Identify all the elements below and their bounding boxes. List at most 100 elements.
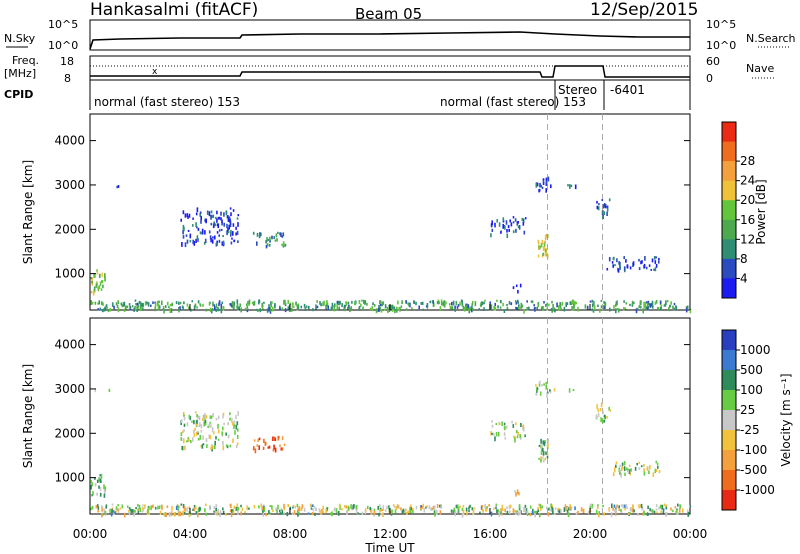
power-echo-cell — [491, 220, 493, 226]
power-echo-cell — [649, 303, 652, 308]
power-echo-cell — [669, 304, 671, 308]
velocity-echo-cell — [622, 504, 625, 509]
power-echo-cell — [544, 248, 547, 253]
velocity-echo-cell — [406, 511, 408, 515]
power-echo-cell — [211, 308, 213, 314]
velocity-echo-cell — [615, 508, 617, 513]
velocity-echo-cell — [624, 472, 626, 476]
velocity-echo-cell — [274, 437, 277, 441]
velocity-echo-cell — [394, 506, 396, 509]
velocity-echo-cell — [615, 464, 617, 468]
velocity-echo-cell — [539, 503, 542, 509]
velocity-echo-cell — [182, 512, 184, 516]
velocity-echo-cell — [214, 444, 216, 450]
velocity-echo-cell — [268, 509, 270, 515]
power-echo-cell — [247, 300, 249, 305]
velocity-echo-cell — [215, 504, 218, 508]
velocity-echo-cell — [312, 504, 314, 507]
power-echo-cell — [100, 288, 103, 291]
power-echo-cell — [517, 225, 520, 228]
velocity-echo-cell — [95, 505, 98, 509]
nave-tick-bottom: 0 — [706, 72, 713, 85]
power-echo-cell — [454, 308, 456, 312]
power-echo-cell — [640, 260, 642, 265]
power-echo-cell — [197, 300, 200, 304]
velocity-echo-cell — [567, 512, 570, 517]
velocity-echo-cell — [211, 444, 213, 447]
velocity-echo-cell — [277, 435, 280, 441]
power-echo-cell — [528, 306, 530, 310]
nsky-panel: N.Sky 10^5 10^0 10^5 10^0 N.Search — [4, 18, 796, 52]
velocity-echo-cell — [616, 504, 618, 508]
power-echo-cell — [573, 304, 575, 309]
power-echo-cell — [178, 307, 180, 313]
velocity-echo-cell — [662, 508, 665, 512]
power-echo-cell — [536, 182, 539, 187]
velocity-echo-cell — [232, 438, 234, 443]
velocity-echo-cell — [272, 448, 275, 452]
power-echo-cell — [554, 308, 556, 313]
velocity-echo-cell — [569, 506, 572, 510]
velocity-echo-cell — [439, 510, 442, 515]
velocity-echo-cell — [534, 513, 536, 518]
velocity-echo-cell — [518, 491, 520, 496]
velocity-echo-cell — [544, 457, 546, 461]
velocity-echo-cell — [283, 512, 285, 515]
velocity-echo-cell — [480, 505, 483, 510]
power-echo-cell — [220, 211, 222, 216]
velocity-echo-cell — [330, 512, 332, 516]
power-echo-cell — [209, 235, 212, 240]
velocity-echo-cell — [643, 468, 645, 472]
velocity-echo-cell — [536, 510, 538, 514]
power-echo-cell — [388, 308, 391, 312]
power-echo-cell — [214, 235, 216, 240]
power-echo-cell — [284, 243, 287, 247]
velocity-echo-cell — [335, 508, 338, 514]
velocity-echo-cell — [623, 504, 626, 508]
velocity-echo-cell — [183, 446, 185, 451]
velocity-echo-cell — [506, 510, 509, 515]
velocity-echo-cell — [481, 505, 484, 508]
power-echo-cell — [648, 264, 651, 267]
power-echo-cell — [150, 304, 152, 307]
velocity-echo-cell — [468, 506, 470, 510]
velocity-echo-cell — [192, 508, 194, 511]
power-echo-cell — [643, 263, 646, 269]
velocity-echo-cell — [614, 509, 616, 513]
velocity-echo-cell — [90, 507, 92, 511]
velocity-echo-cell — [373, 510, 376, 515]
power-echo-cell — [194, 303, 197, 308]
velocity-echo-cell — [407, 510, 409, 514]
velocity-echo-cell — [545, 384, 547, 390]
power-echo-cell — [665, 300, 667, 305]
power-echo-cell — [546, 234, 549, 238]
velocity-echo-cell — [524, 504, 527, 508]
power-echo-cell — [667, 300, 669, 303]
velocity-echo-cell — [565, 506, 567, 511]
power-echo-cell — [515, 228, 517, 233]
velocity-echo-cell — [112, 510, 114, 513]
velocity-echo-cell — [649, 465, 651, 470]
velocity-echo-cell — [193, 507, 196, 512]
power-echo-cell — [246, 303, 248, 306]
power-echo-cell — [379, 306, 381, 312]
power-echo-cell — [271, 235, 273, 240]
velocity-echo-cell — [298, 506, 301, 512]
power-echo-cell — [196, 226, 198, 229]
power-echo-cell — [465, 303, 467, 307]
power-echo-cell — [413, 300, 415, 304]
velocity-echo-cell — [347, 505, 350, 511]
velocity-echo-cell — [333, 509, 336, 511]
power-echo-cell — [137, 305, 139, 310]
power-echo-cell — [405, 308, 408, 311]
power-echo-cell — [308, 305, 310, 310]
velocity-echo-cell — [623, 461, 626, 466]
velocity-echo-cell — [233, 425, 235, 430]
velocity-echo-cell — [620, 504, 623, 507]
velocity-echo-cell — [183, 506, 186, 511]
velocity-echo-cell — [180, 503, 183, 506]
velocity-echo-cell — [652, 472, 655, 477]
power-echo-cell — [358, 300, 361, 304]
power-echo-cell — [596, 205, 599, 210]
